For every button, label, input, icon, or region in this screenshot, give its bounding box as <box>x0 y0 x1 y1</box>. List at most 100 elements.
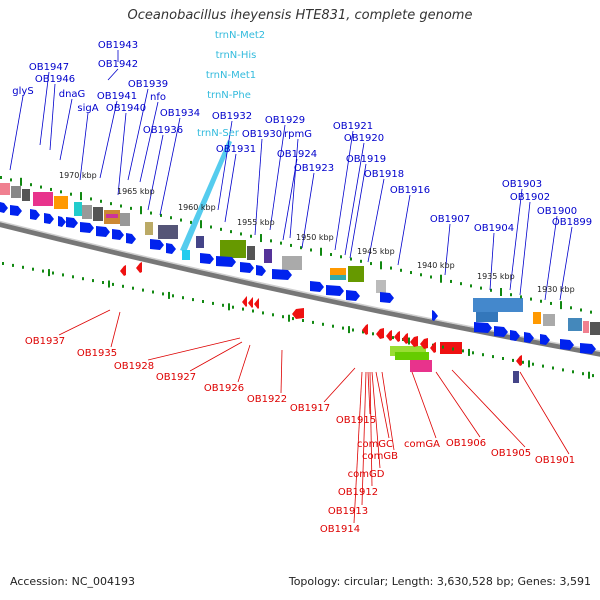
tick-mark <box>240 232 242 236</box>
reverse-gene-label: OB1901 <box>535 455 575 466</box>
forward-gene-arrow <box>96 226 110 237</box>
forward-label-leader <box>99 100 118 179</box>
tick-mark <box>90 197 92 201</box>
tick-mark <box>242 307 244 311</box>
reverse-label-leader <box>435 371 481 438</box>
forward-gene-label: OB1942 <box>98 59 138 70</box>
forward-gene-label: OB1946 <box>35 74 75 85</box>
major-tick-mark <box>200 220 202 229</box>
major-tick-mark <box>380 261 382 270</box>
forward-gene-label: OB1931 <box>216 144 256 155</box>
tick-mark <box>572 370 574 374</box>
tick-mark <box>470 284 472 288</box>
major-tick-mark <box>440 274 442 283</box>
tick-mark <box>482 353 484 357</box>
forward-label-leader <box>224 153 237 223</box>
tick-mark <box>462 349 464 353</box>
tick-mark <box>110 202 112 206</box>
reverse-gene-label: OB1917 <box>290 403 330 414</box>
reverse-gene-label: OB1912 <box>338 487 378 498</box>
tick-mark <box>250 234 252 238</box>
forward-label-leader <box>519 201 531 296</box>
tick-mark <box>330 253 332 257</box>
forward-gene-label: OB1923 <box>294 163 334 174</box>
tick-mark <box>590 310 592 314</box>
tick-mark <box>542 364 544 368</box>
tick-mark <box>82 277 84 281</box>
reverse-gene-label: comGA <box>404 439 440 450</box>
forward-label-leader <box>289 138 299 239</box>
tick-mark <box>180 218 182 222</box>
tick-mark <box>340 255 342 259</box>
tick-mark <box>442 345 444 349</box>
tick-mark <box>220 227 222 231</box>
tick-mark <box>350 257 352 261</box>
tick-mark <box>490 288 492 292</box>
reverse-label-leader <box>451 369 526 448</box>
tick-mark <box>30 183 32 187</box>
reverse-gene-label: comGB <box>362 451 398 462</box>
reverse-label-leader <box>367 371 371 415</box>
tick-mark <box>390 266 392 270</box>
forward-gene-label: OB1900 <box>537 206 577 217</box>
reverse-label-leader <box>371 371 381 469</box>
tick-mark <box>10 178 12 182</box>
forward-gene-label: OB1903 <box>502 179 542 190</box>
reverse-gene-arrow <box>386 330 392 341</box>
major-tick-mark <box>348 326 350 334</box>
reverse-gene-label: OB1922 <box>247 394 287 405</box>
reverse-gene-arrow <box>410 336 418 347</box>
tick-mark <box>142 288 144 292</box>
reverse-label-leader <box>323 367 356 403</box>
tick-mark <box>540 299 542 303</box>
tick-mark <box>0 176 2 179</box>
major-tick-mark <box>80 192 82 201</box>
scale-ticks <box>0 176 594 379</box>
kbp-tick-label: 1935 kbp <box>477 272 515 281</box>
tick-mark <box>102 281 104 284</box>
tick-mark <box>92 279 94 283</box>
tick-mark <box>472 351 474 355</box>
tick-mark <box>410 271 412 275</box>
tick-mark <box>112 282 114 286</box>
reverse-gene-arrow <box>430 342 436 353</box>
forward-gene-arrow <box>326 285 344 296</box>
forward-gene-arrow <box>200 253 214 264</box>
forward-label-leader <box>107 68 119 81</box>
major-tick-mark <box>588 371 590 379</box>
reverse-gene-label: OB1906 <box>446 438 486 449</box>
major-tick-mark <box>260 234 262 243</box>
reverse-gene-arrow <box>362 324 368 335</box>
reverse-gene-label: OB1937 <box>25 336 65 347</box>
tick-mark <box>152 290 154 294</box>
reverse-gene-arrow <box>242 296 247 307</box>
reverse-label-leader <box>189 341 243 372</box>
reverse-label-leader <box>361 371 367 506</box>
trna-label: trnN-Phe <box>207 90 251 101</box>
major-tick-mark <box>500 288 502 296</box>
forward-gene-arrow <box>474 322 492 333</box>
forward-label-leader <box>544 215 558 301</box>
forward-gene-label: OB1924 <box>277 149 317 160</box>
forward-gene-arrow <box>540 334 550 345</box>
tick-mark <box>60 190 62 194</box>
reverse-label-leader <box>375 371 390 439</box>
trna-label: trnN-Ser <box>197 128 240 139</box>
forward-gene-arrow <box>58 216 66 227</box>
topology-summary: Topology: circular; Length: 3,630,528 bp… <box>288 575 591 588</box>
forward-label-leader <box>334 130 354 251</box>
forward-gene-label: OB1907 <box>430 214 470 225</box>
reverse-label-leader <box>353 371 363 524</box>
forward-gene-arrow <box>432 310 438 321</box>
forward-label-leader <box>367 178 385 263</box>
forward-label-leader <box>159 117 181 216</box>
tick-mark <box>2 262 4 265</box>
reverse-gene-arrow <box>516 355 522 366</box>
tick-mark <box>420 273 422 277</box>
reverse-gene-label: OB1928 <box>114 361 154 372</box>
reverse-label-leader <box>519 371 570 455</box>
map-title: Oceanobacillus iheyensis HTE831, complet… <box>127 8 473 23</box>
reverse-gene-arrow <box>292 308 304 319</box>
